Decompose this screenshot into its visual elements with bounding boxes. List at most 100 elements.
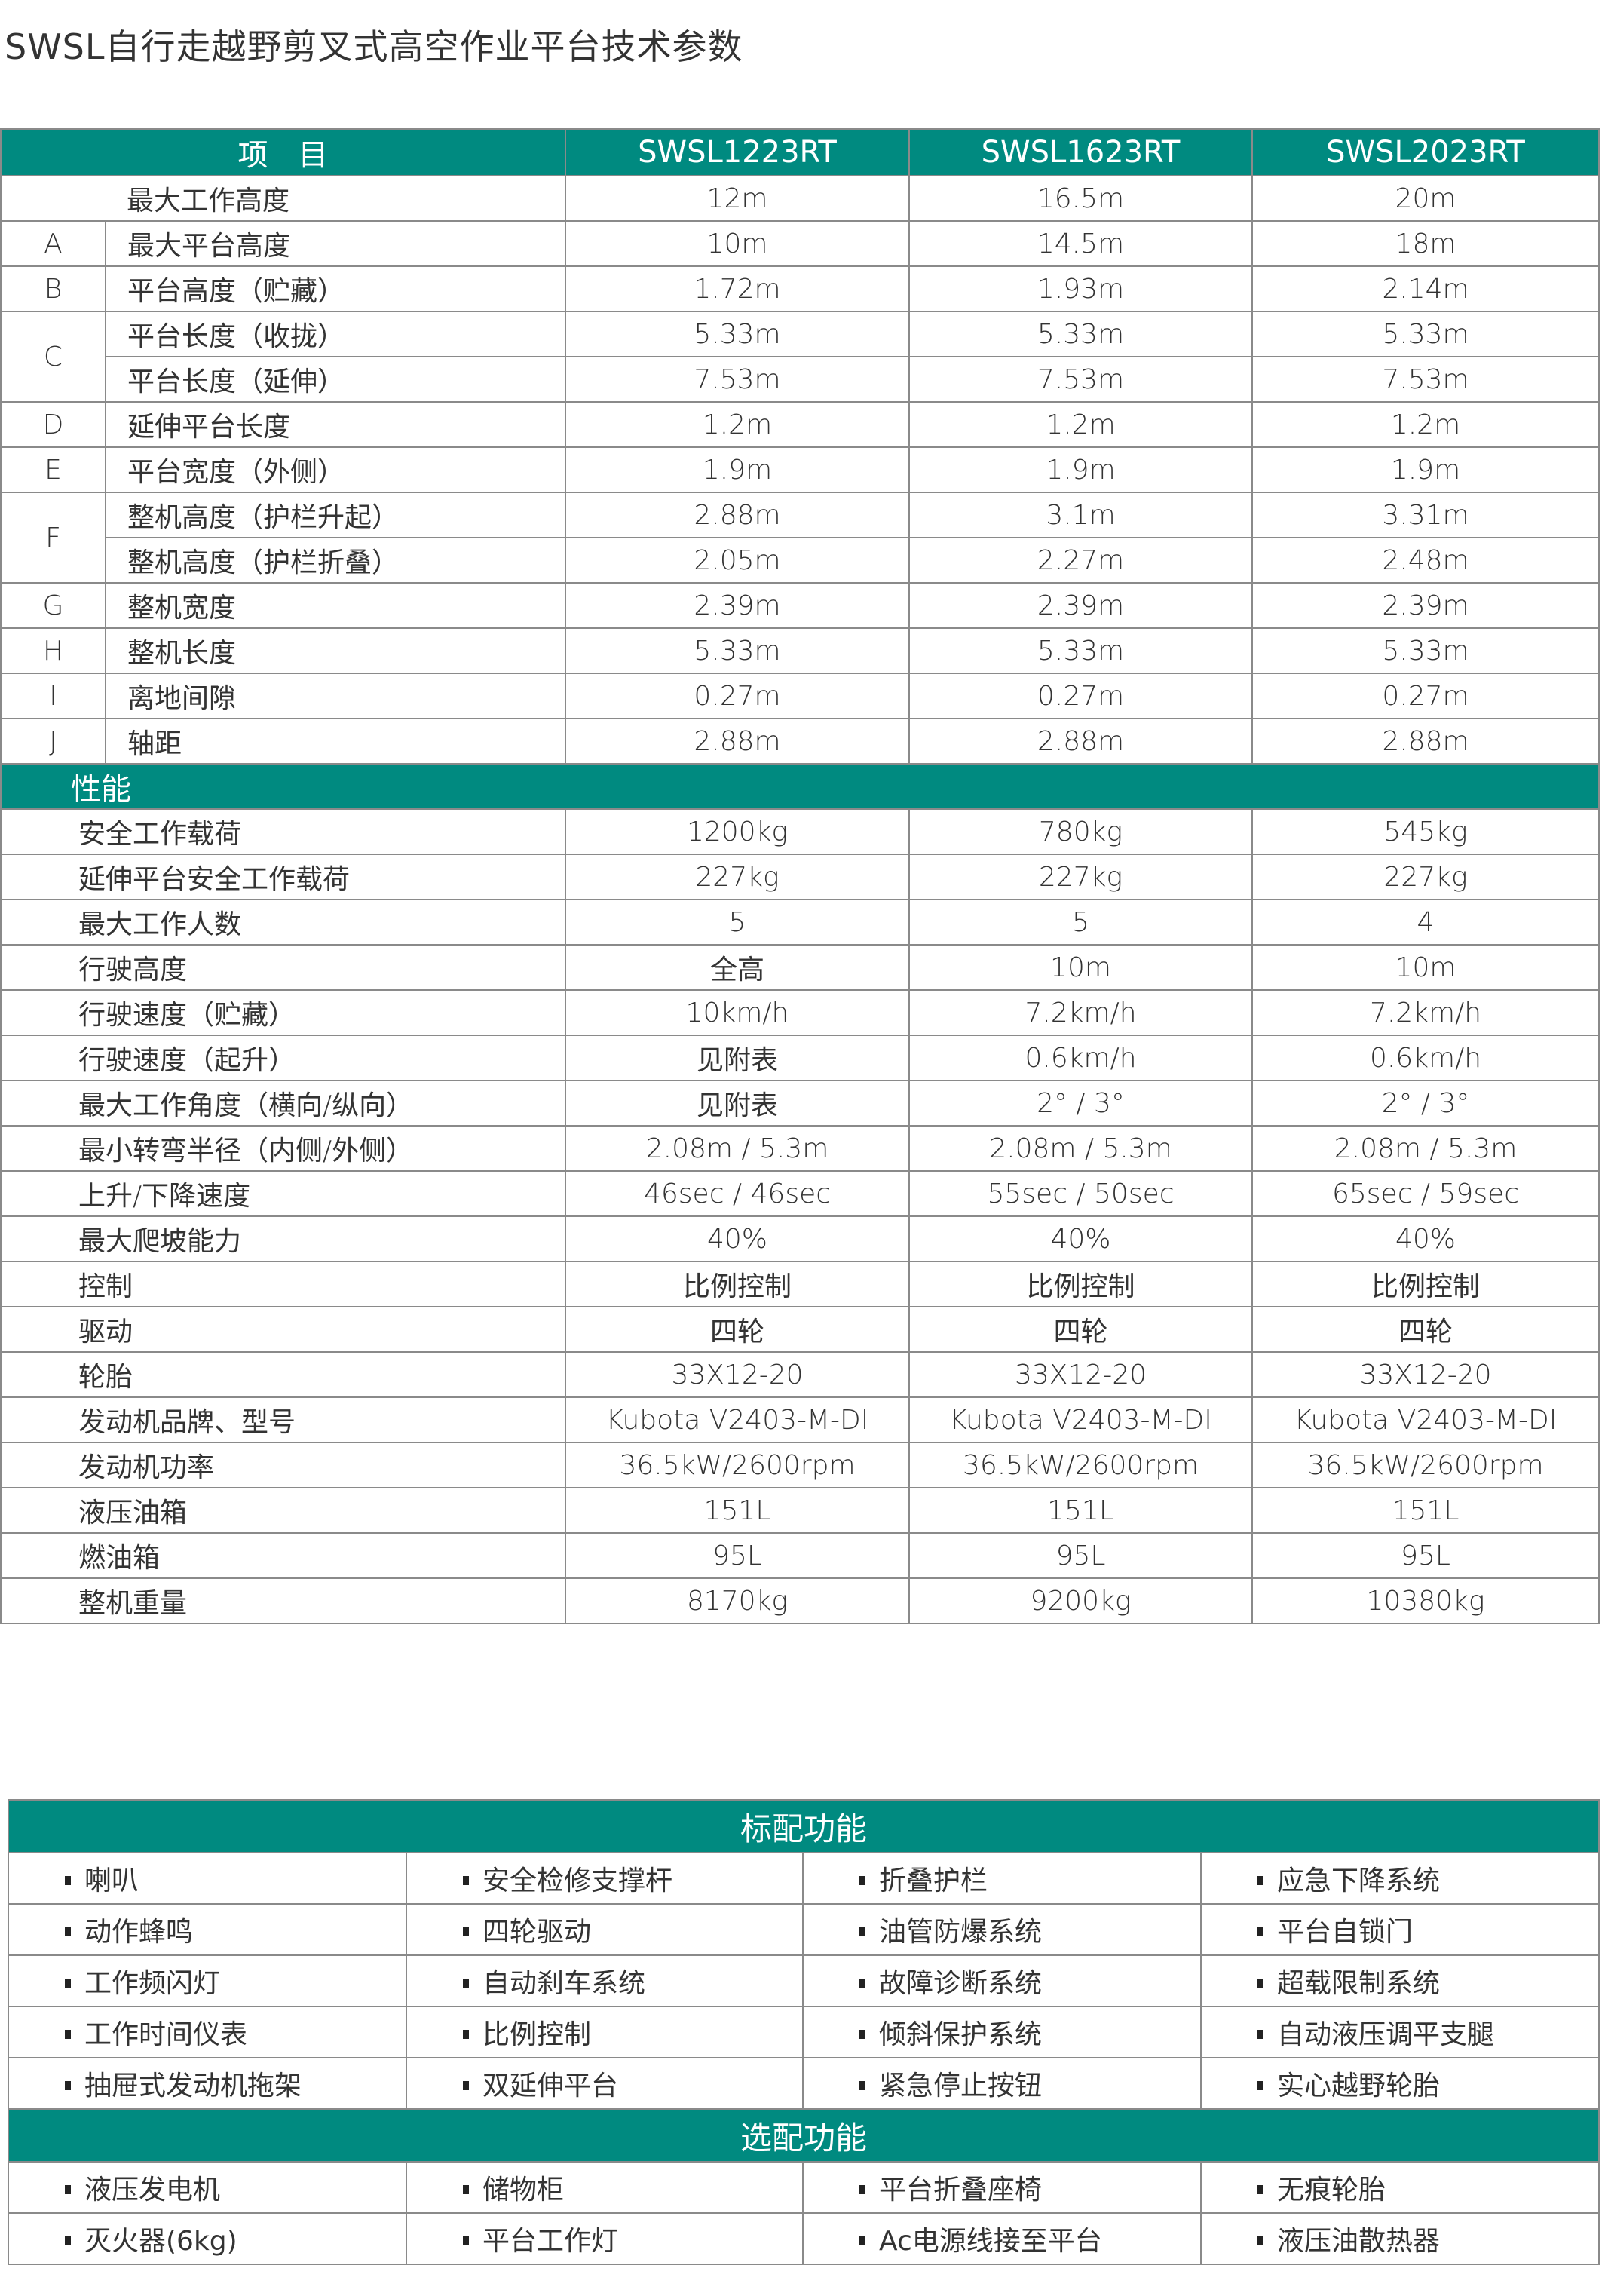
- feature-item: 灭火器(6kg): [8, 2212, 407, 2265]
- cell-value: 2.39m: [908, 582, 1253, 629]
- row-code: F: [0, 492, 106, 584]
- table-row: 最大爬坡能力 40% 40% 40%: [0, 1215, 1600, 1262]
- row-label: 轮胎: [0, 1351, 566, 1398]
- cell-value: 0.27m: [1251, 673, 1600, 719]
- feature-row: 工作频闪灯 自动刹车系统 故障诊断系统 超载限制系统: [8, 1954, 1600, 2007]
- feature-label: 超载限制系统: [1277, 1968, 1441, 1999]
- row-label: 安全工作载荷: [0, 808, 566, 855]
- feature-label: 安全检修支撑杆: [482, 1865, 673, 1896]
- cell-value: 0.6km/h: [1251, 1035, 1600, 1081]
- table-row: 上升/下降速度 46sec / 46sec 55sec / 50sec 65sec /…: [0, 1170, 1600, 1217]
- cell-value: 36.5kW/2600rpm: [1251, 1442, 1600, 1488]
- feature-label: 抽屉式发动机拖架: [84, 2071, 302, 2101]
- row-label: 控制: [0, 1261, 566, 1307]
- row-label: 整机重量: [0, 1577, 566, 1624]
- cell-value: 1.2m: [908, 401, 1253, 448]
- feature-label: 紧急停止按钮: [879, 2071, 1043, 2101]
- cell-value: 40%: [908, 1215, 1253, 1262]
- cell-value: 2.88m: [565, 718, 910, 765]
- section-row: 选配功能: [7, 2108, 1600, 2163]
- cell-value: 151L: [1251, 1487, 1600, 1534]
- cell-value: 7.2km/h: [908, 989, 1253, 1036]
- row-label: 驱动: [0, 1306, 566, 1353]
- cell-value: 4: [1251, 899, 1600, 946]
- cell-value: 2.39m: [565, 582, 910, 629]
- feature-item: 储物柜: [406, 2161, 804, 2214]
- feature-item: 安全检修支撑杆: [406, 1852, 804, 1905]
- row-label: 最小转弯半径（内侧/外侧）: [0, 1125, 566, 1172]
- feature-item: Ac电源线接至平台: [802, 2212, 1202, 2265]
- table-row: 行驶高度 全高 10m 10m: [0, 944, 1600, 991]
- cell-value: 1.9m: [908, 446, 1253, 493]
- table-row: F 整机高度（护栏升起） 2.88m 3.1m 3.31m: [0, 492, 1600, 584]
- cell-value: 227kg: [1251, 854, 1600, 900]
- row-label: 发动机功率: [0, 1442, 566, 1488]
- table-row: 最小转弯半径（内侧/外侧） 2.08m / 5.3m 2.08m / 5.3m 2.0…: [0, 1125, 1600, 1172]
- feature-label: 液压发电机: [84, 2175, 221, 2206]
- row-code: G: [0, 582, 106, 629]
- table-row: 驱动 四轮 四轮 四轮: [0, 1306, 1600, 1353]
- cell-value: 9200kg: [908, 1577, 1253, 1624]
- cell-value: 2.88m: [565, 492, 910, 538]
- table-row: A 最大平台高度 10m 14.5m 18m: [0, 220, 1600, 267]
- feature-item: 双延伸平台: [406, 2057, 804, 2110]
- row-code: H: [0, 627, 106, 674]
- table-row: D 延伸平台长度 1.2m 1.2m 1.2m: [0, 401, 1600, 448]
- table-row: 最大工作高度 12m 16.5m 20m: [0, 175, 1600, 222]
- cell-value: 7.53m: [1251, 356, 1600, 403]
- row-label: 液压油箱: [0, 1487, 566, 1534]
- cell-value: 2° / 3°: [908, 1080, 1253, 1127]
- row-label: 平台长度（延伸）: [105, 356, 566, 403]
- cell-value: Kubota V2403-M-DI: [1251, 1396, 1600, 1443]
- feature-label: 自动刹车系统: [482, 1968, 646, 1999]
- cell-value: 5.33m: [1251, 627, 1600, 674]
- feature-row: 动作蜂鸣 四轮驱动 油管防爆系统 平台自锁门: [8, 1903, 1600, 1956]
- feature-item: 实心越野轮胎: [1199, 2057, 1600, 2110]
- model-header: SWSL2023RT: [1251, 128, 1600, 176]
- cell-value: 1.2m: [565, 401, 910, 448]
- cell-value: 5.33m: [565, 311, 910, 357]
- table-row: G 整机宽度 2.39m 2.39m 2.39m: [0, 582, 1600, 629]
- cell-value: 见附表: [565, 1080, 910, 1127]
- feature-label: 倾斜保护系统: [879, 2019, 1043, 2050]
- row-label: 行驶速度（贮藏）: [0, 989, 566, 1036]
- cell-value: 2.48m: [1251, 537, 1600, 584]
- table-row: 燃油箱 95L 95L 95L: [0, 1532, 1600, 1579]
- row-label: 整机长度: [105, 627, 566, 674]
- feature-label: 储物柜: [482, 2175, 565, 2206]
- feature-label: 实心越野轮胎: [1277, 2071, 1441, 2101]
- spec-table: 项 目 SWSL1223RT SWSL1623RT SWSL2023RT 最大工…: [0, 128, 1600, 1624]
- table-row: J 轴距 2.88m 2.88m 2.88m: [0, 718, 1600, 765]
- table-row: 控制 比例控制 比例控制 比例控制: [0, 1261, 1600, 1307]
- row-code: D: [0, 401, 106, 448]
- feature-item: 动作蜂鸣: [8, 1903, 407, 1956]
- cell-value: 33X12-20: [1251, 1351, 1600, 1398]
- cell-value: 55sec / 50sec: [908, 1170, 1253, 1217]
- cell-value: 95L: [1251, 1532, 1600, 1579]
- feature-item: 喇叭: [8, 1852, 407, 1905]
- feature-label: 工作时间仪表: [84, 2019, 248, 2050]
- cell-value: 8170kg: [565, 1577, 910, 1624]
- cell-value: 33X12-20: [908, 1351, 1253, 1398]
- row-label: 燃油箱: [0, 1532, 566, 1579]
- feature-item: 抽屉式发动机拖架: [8, 2057, 407, 2110]
- feature-item: 平台折叠座椅: [802, 2161, 1202, 2214]
- row-label: 最大工作角度（横向/纵向）: [0, 1080, 566, 1127]
- table-row: B 平台高度（贮藏） 1.72m 1.93m 2.14m: [0, 265, 1600, 312]
- cell-value: 12m: [565, 175, 910, 222]
- table-row: 整机重量 8170kg 9200kg 10380kg: [0, 1577, 1600, 1624]
- table-row: I 离地间隙 0.27m 0.27m 0.27m: [0, 673, 1600, 719]
- cell-value: 5.33m: [908, 311, 1253, 357]
- cell-value: 5.33m: [1251, 311, 1600, 357]
- feature-item: 折叠护栏: [802, 1852, 1202, 1905]
- cell-value: Kubota V2403-M-DI: [908, 1396, 1253, 1443]
- feature-label: 折叠护栏: [879, 1865, 988, 1896]
- feature-label: 液压油散热器: [1277, 2226, 1441, 2257]
- table-row: 行驶速度（贮藏） 10km/h 7.2km/h 7.2km/h: [0, 989, 1600, 1036]
- cell-value: 四轮: [908, 1306, 1253, 1353]
- row-label: 平台宽度（外侧）: [105, 446, 566, 493]
- cell-value: 3.1m: [908, 492, 1253, 538]
- feature-label: 油管防爆系统: [879, 1917, 1043, 1948]
- table-row: 发动机功率 36.5kW/2600rpm 36.5kW/2600rpm 36.5kW/…: [0, 1442, 1600, 1488]
- feature-label: 双延伸平台: [482, 2071, 619, 2101]
